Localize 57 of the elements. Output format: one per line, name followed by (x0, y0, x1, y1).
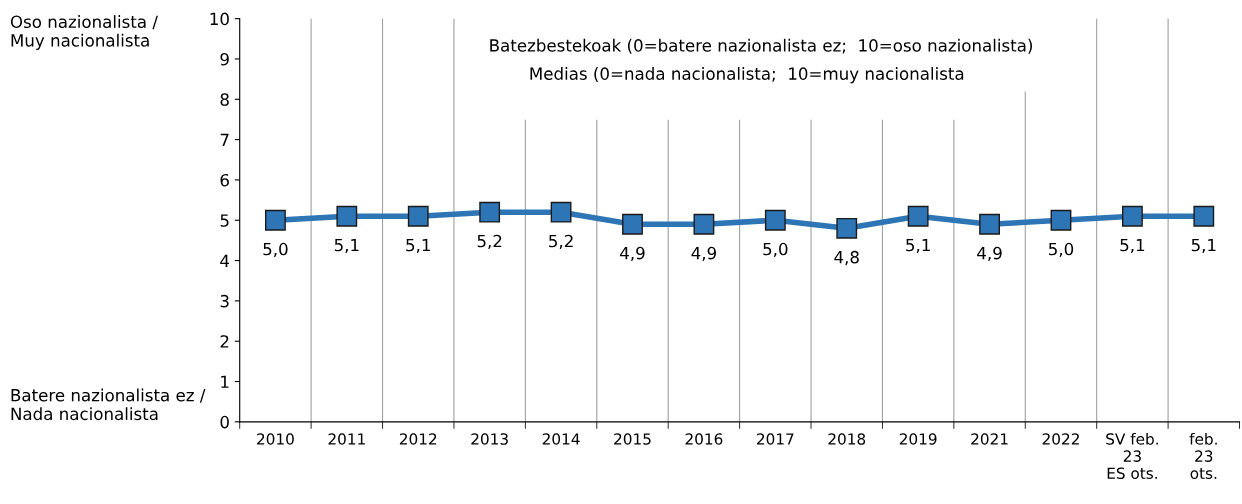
y-tick-label: 7 (220, 133, 229, 146)
point (479, 201, 501, 223)
x-tick-label: 2015 (614, 433, 651, 445)
x-tick-label: 2018 (828, 433, 866, 445)
x-tick-label: 2016 (685, 433, 723, 445)
point (550, 201, 572, 223)
y-tick-label: 1 (221, 375, 229, 388)
x-tick-label: SV feb. 23 ES ots. (1106, 432, 1158, 479)
point (622, 213, 643, 235)
y-tick-label: 2 (220, 335, 229, 348)
x-tick-label: 2012 (399, 433, 437, 445)
point (907, 205, 929, 227)
text: Batere nazionalista ez / Nada nacionalista (11, 388, 206, 421)
point (693, 213, 715, 235)
y-tick-label: 4 (220, 254, 230, 267)
x-tick-label: 2019 (899, 433, 937, 445)
data-label: 4,9 (691, 246, 716, 262)
y-tick-label: 10 (210, 12, 229, 26)
point (979, 213, 1000, 235)
data-label: 5,0 (763, 242, 788, 258)
x-tick-label: feb. 23 ots. (1189, 432, 1217, 479)
text: Medias (0=nada nacionalista; 10=muy nacionalista (530, 67, 964, 84)
point (264, 209, 286, 231)
data-label: 5,1 (1191, 238, 1216, 254)
data-label: 5,0 (1049, 242, 1074, 258)
y-tick-label: 9 (220, 52, 229, 66)
data-label: 5,1 (1120, 238, 1145, 254)
data-label: 5,1 (334, 238, 359, 254)
data-label: 4,8 (834, 250, 859, 266)
y-tick-label: 0 (220, 415, 229, 429)
data-label: 5,1 (406, 238, 430, 254)
data-label: 4,9 (977, 246, 1002, 262)
point (1050, 209, 1072, 231)
x-tick-label: 2010 (257, 433, 294, 445)
x-tick-label: 2014 (542, 433, 580, 445)
x-tick-label: 2022 (1042, 433, 1079, 445)
point (1193, 205, 1215, 227)
point (407, 205, 429, 227)
point (1121, 205, 1143, 227)
x-tick-label: 2017 (757, 433, 794, 445)
x-tick-label: 2011 (328, 433, 365, 445)
y-tick-label: 5 (220, 214, 229, 227)
data-label: 5,1 (906, 238, 930, 254)
text: Oso nazionalista / Muy nacionalista (10, 15, 158, 50)
point (836, 217, 858, 239)
point (764, 209, 786, 231)
y-tick-label: 8 (220, 93, 229, 106)
data-label: 5,0 (263, 242, 288, 258)
x-tick-label: 2013 (471, 433, 508, 445)
y-tick-label: 3 (220, 294, 229, 308)
text: Batezbestekoak (0=batere nazionalista ez; 10=oso nazionalista) (490, 38, 1032, 54)
x-tick-label: 2021 (971, 433, 1008, 445)
data-label: 5,2 (477, 234, 502, 250)
data-label: 5,2 (549, 234, 573, 250)
point (336, 205, 358, 227)
data-label: 4,9 (620, 246, 645, 262)
y-tick-label: 6 (220, 173, 229, 187)
